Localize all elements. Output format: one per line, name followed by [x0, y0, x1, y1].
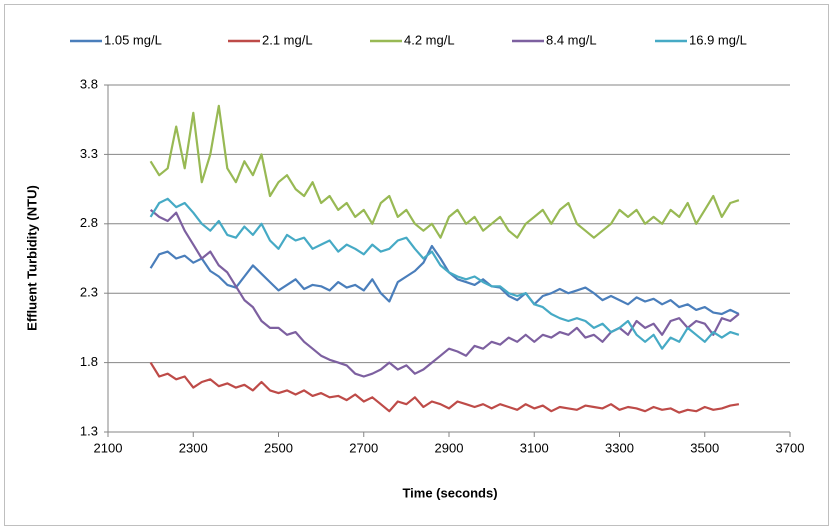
series-line — [149, 362, 740, 414]
x-tick-label: 3700 — [776, 440, 805, 455]
chart-border — [4, 4, 829, 526]
x-tick-label: 2700 — [349, 440, 378, 455]
y-tick-label: 3.8 — [80, 76, 98, 91]
y-axis-title: Effluent Turbidity (NTU) — [24, 185, 39, 331]
series-line — [149, 104, 740, 239]
y-tick-label: 2.8 — [80, 215, 98, 230]
series-line — [149, 244, 740, 316]
legend-label: 2.1 mg/L — [262, 32, 313, 47]
legend-label: 1.05 mg/L — [104, 32, 162, 47]
y-tick-label: 1.8 — [80, 354, 98, 369]
series-line — [149, 209, 740, 378]
x-tick-label: 2900 — [435, 440, 464, 455]
y-tick-label: 2.3 — [80, 285, 98, 300]
x-tick-label: 2500 — [264, 440, 293, 455]
y-tick-label: 1.3 — [80, 423, 98, 438]
x-tick-label: 2100 — [94, 440, 123, 455]
y-tick-label: 3.3 — [80, 146, 98, 161]
x-axis-title: Time (seconds) — [402, 485, 497, 500]
legend-label: 8.4 mg/L — [546, 32, 597, 47]
x-tick-label: 3300 — [605, 440, 634, 455]
series-line — [149, 197, 740, 350]
x-tick-label: 3500 — [690, 440, 719, 455]
x-tick-label: 2300 — [179, 440, 208, 455]
legend-label: 4.2 mg/L — [404, 32, 455, 47]
x-tick-label: 3100 — [520, 440, 549, 455]
legend-label: 16.9 mg/L — [689, 32, 747, 47]
